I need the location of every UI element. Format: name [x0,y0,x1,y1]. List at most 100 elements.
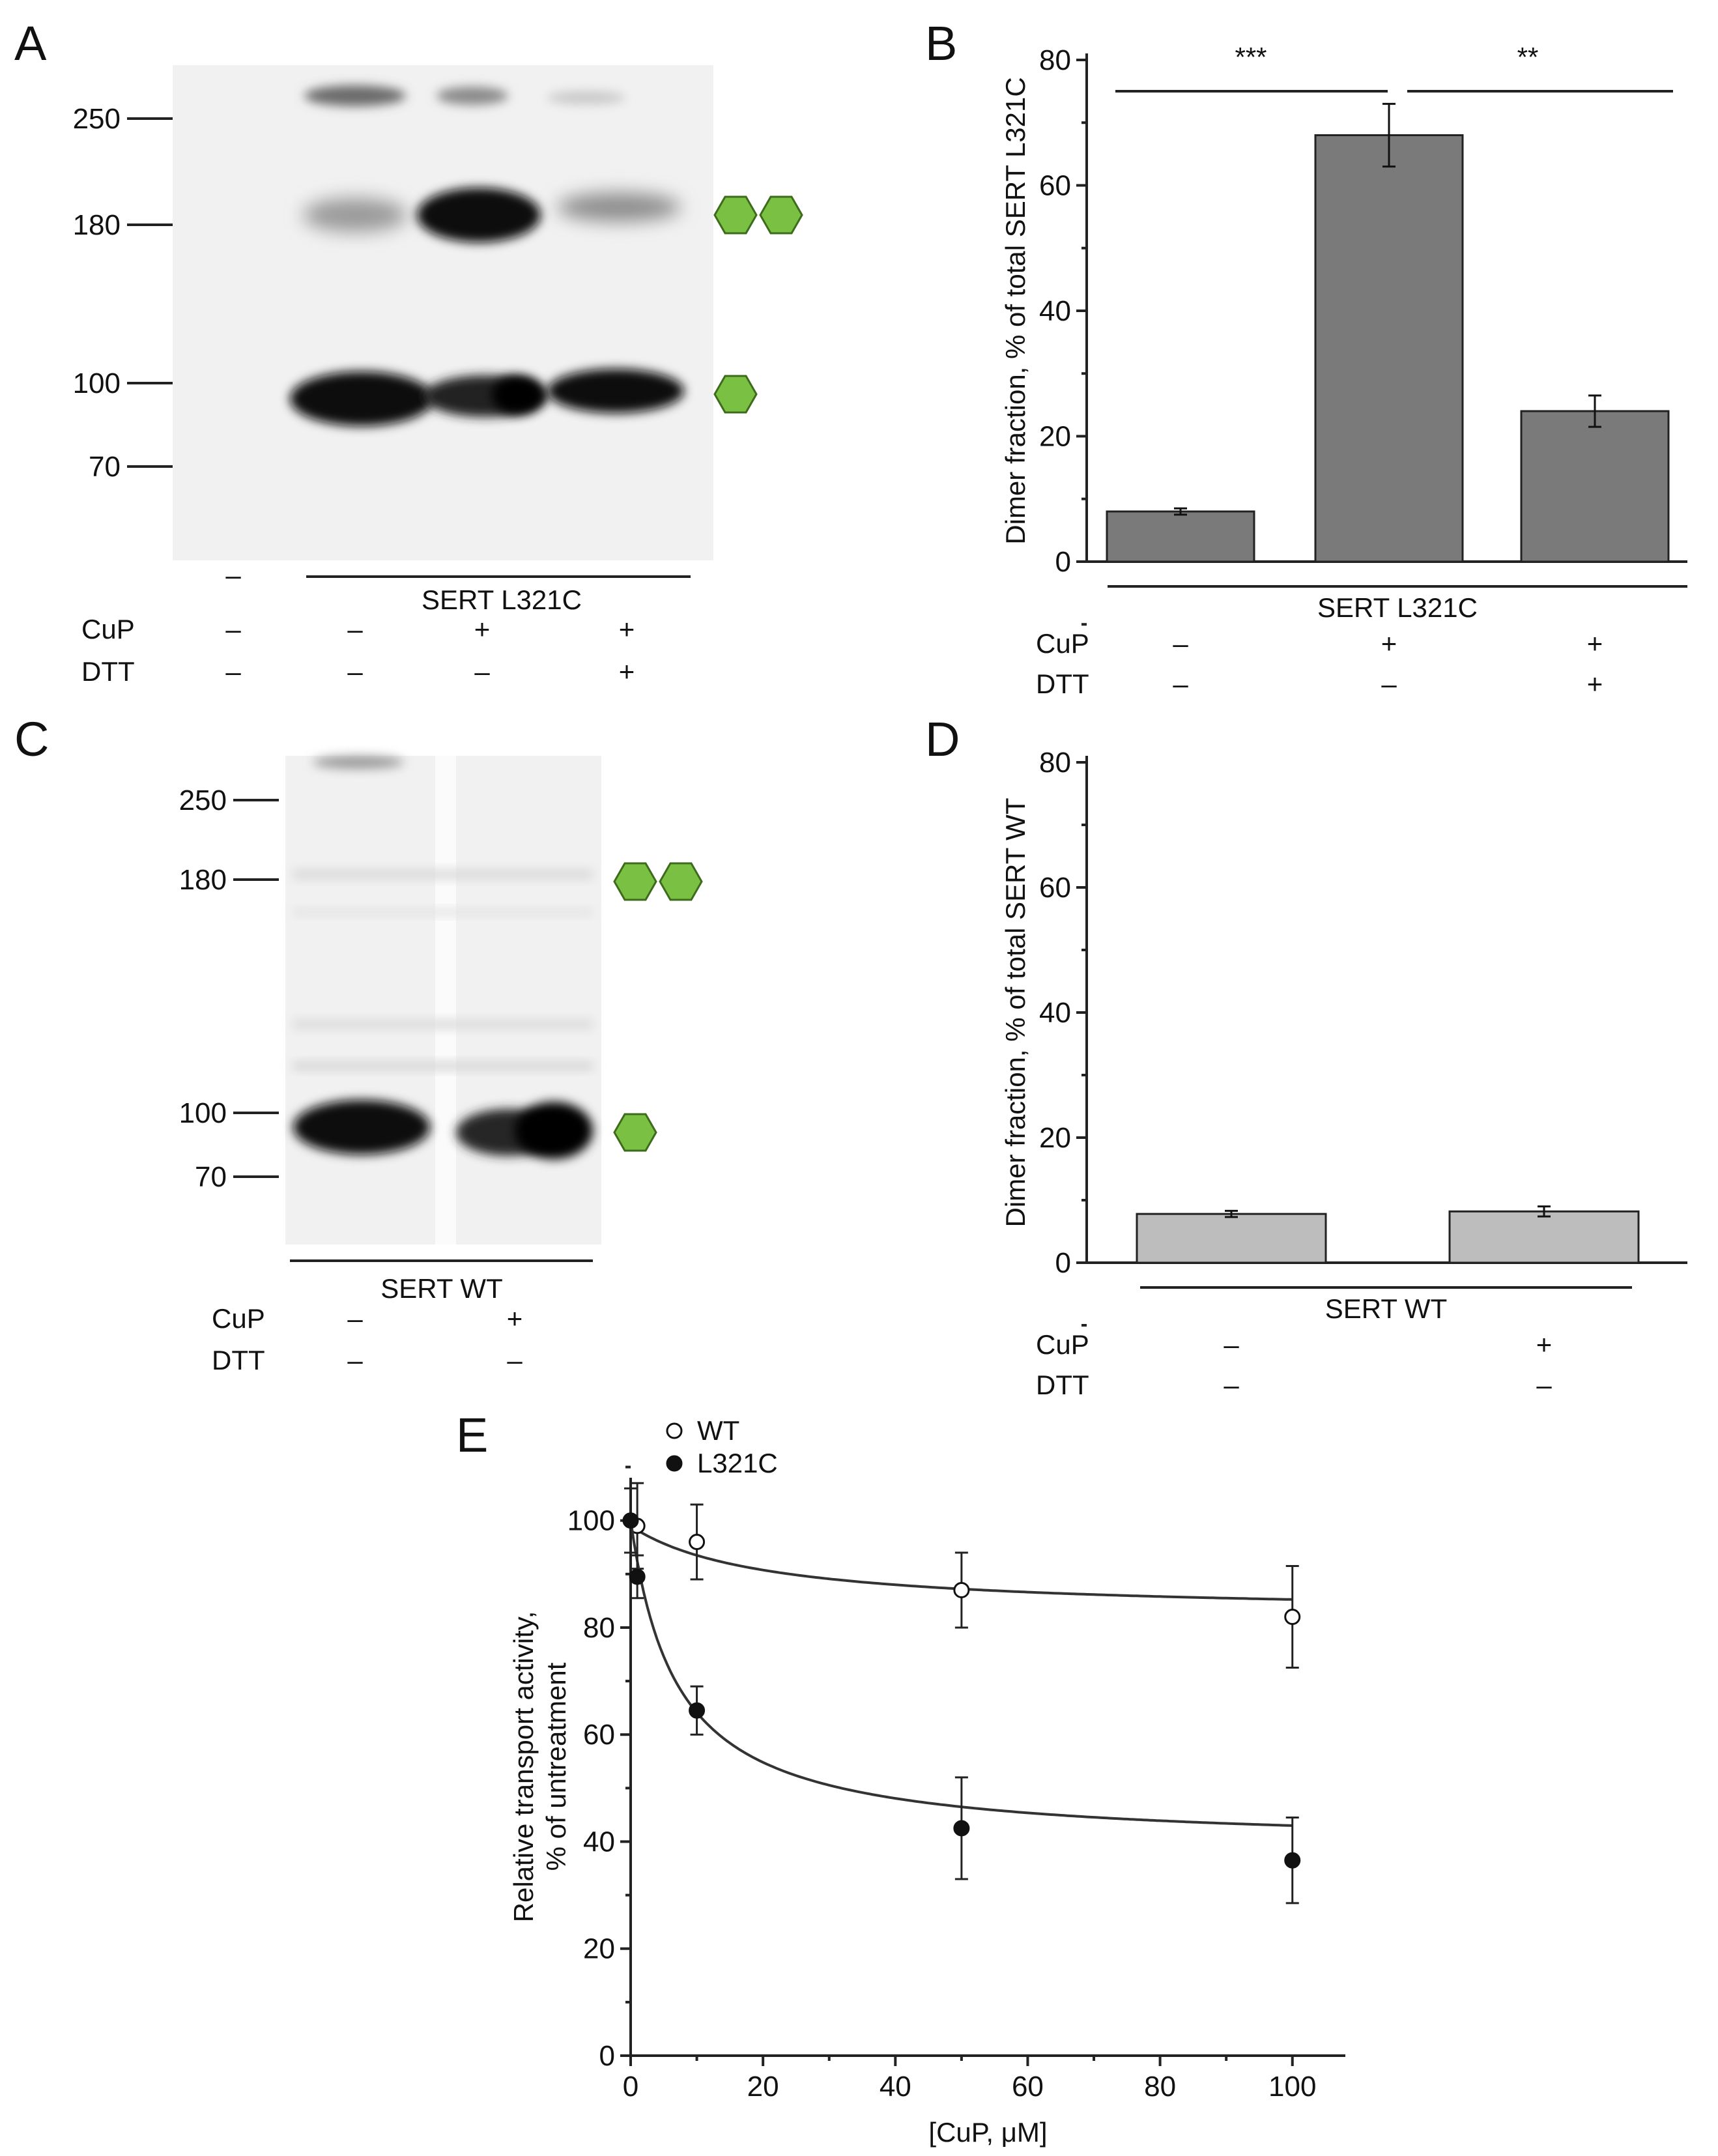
data-point-l321c [629,1568,646,1585]
sign-c: – [347,1345,363,1375]
blot-c-monomer-bands [293,1100,593,1159]
chart-e: 0 20 40 60 80 100 0 20 40 60 80 100 [CuP, μM] Relativ… [508,1415,1345,2148]
legend-label: WT [697,1415,739,1446]
y-tick-label: 60 [583,1719,615,1751]
y-tick-label: 0 [1055,546,1071,578]
row-label: DTT [1036,1370,1089,1400]
row-label-dtt-a: DTT [81,656,135,687]
monomer-hexagon-icon [613,1113,657,1152]
sign-a: – [347,614,363,644]
x-tick-label: 40 [880,2071,911,2103]
row-label-cup-c: CuP [212,1303,265,1334]
sign-a: – [225,656,241,687]
panel-c-letter: C [14,712,49,766]
data-point-l321c [622,1512,639,1529]
row-label: CuP [1036,1329,1089,1360]
x-tick-label: 60 [1012,2071,1044,2103]
panel-c: C 250 180 100 70 [14,712,703,1375]
sign: + [1587,668,1603,699]
y-axis-label: Relative transport activity, [508,1611,539,1923]
blot-membrane-a [173,65,713,560]
panel-b: B 0 20 40 60 80 Dimer fraction, % of total SE… [925,16,1687,699]
bar [1520,410,1670,563]
blot-a-monomer-bands [290,369,684,426]
sign: – [1224,1370,1239,1400]
significance-label: ** [1517,42,1539,72]
sign: – [1173,668,1188,699]
sign-a: – [474,656,490,687]
x-tick-label: 0 [623,2071,638,2103]
dimer-hexagon-icon [713,195,803,235]
sign-c: – [347,1303,363,1334]
sign-c: + [507,1303,523,1334]
sign: + [1587,628,1603,659]
y-tick-label: 60 [1039,170,1071,202]
x-tick-label: 100 [1268,2071,1316,2103]
legend-marker-l321c [666,1455,683,1472]
chart-b: 0 20 40 60 80 Dimer fraction, % of total SERT… [1000,44,1687,699]
mw-markers-c: 250 180 100 70 [179,784,279,1193]
x-tick-label: 80 [1144,2071,1176,2103]
legend-label: L321C [697,1448,778,1478]
y-tick-label: 60 [1039,872,1071,904]
panel-d-letter: D [925,712,960,766]
y-tick-label: 40 [1039,295,1071,327]
y-axis-label: Dimer fraction, % of total SERT L321C [1000,77,1031,544]
mw-label: 100 [179,1097,227,1129]
panel-a-letter: A [14,16,47,70]
mw-label: 100 [73,367,121,399]
row-label: DTT [1036,668,1089,699]
sign-a: – [225,614,241,644]
mw-label: 250 [73,103,121,135]
y-tick-label: 0 [1055,1247,1071,1279]
legend-marker-wt [666,1422,683,1439]
group-label: SERT L321C [1317,592,1478,623]
y-tick-label: 20 [1039,421,1071,453]
group-label-a: SERT L321C [422,584,582,615]
data-point-l321c [1284,1852,1301,1869]
lane-label-untransfected: – [225,560,241,590]
sign-a: + [619,614,635,644]
panel-a: A 250 180 100 70 [14,16,803,687]
sign-a: + [619,656,635,687]
y-tick-label: 20 [583,1933,615,1965]
y-axis-label: Dimer fraction, % of total SERT WT [1000,798,1031,1228]
bar [1106,510,1255,563]
mw-label: 250 [179,784,227,816]
chart-d: 0 20 40 60 80 Dimer fraction, % of total SERT… [1000,747,1687,1400]
row-label-cup-a: CuP [81,614,135,644]
data-point-wt [689,1534,706,1551]
y-tick-label: 80 [1039,747,1071,779]
y-tick-label: 40 [583,1826,615,1858]
x-axis-label: [CuP, μM] [928,2117,1047,2148]
y-axis-label: % of untreatment [541,1662,571,1871]
y-tick-label: 80 [583,1612,615,1644]
mw-markers-a: 250 180 100 70 [73,103,173,483]
y-tick-label: 20 [1039,1122,1071,1154]
row-label-dtt-c: DTT [212,1345,265,1375]
panel-d: D 0 20 40 60 80 Dimer fraction, % of total SE… [925,712,1687,1400]
data-point-wt [953,1581,970,1598]
mw-label: 180 [73,209,121,241]
monomer-hexagon-icon [713,375,758,414]
sign-c: – [507,1345,523,1375]
sign: – [1224,1329,1239,1360]
data-point-l321c [953,1820,970,1837]
bar [1448,1210,1640,1264]
y-tick-label: 80 [1039,44,1071,76]
group-label-c: SERT WT [380,1273,502,1304]
mw-label: 70 [89,451,121,483]
significance-label: *** [1235,42,1267,72]
y-tick-label: 0 [599,2040,615,2072]
panel-b-letter: B [925,16,957,70]
group-label: SERT WT [1325,1293,1447,1324]
y-tick-label: 40 [1039,997,1071,1029]
bar [1136,1213,1327,1264]
blot-a-dimer-bands [303,188,681,242]
panel-e: E 0 20 40 60 80 100 0 20 40 60 80 100 [CuP, μM] Relat… [456,1408,1345,2148]
sign: – [1536,1370,1552,1400]
sign: – [1381,668,1397,699]
sign: – [1173,628,1188,659]
y-tick-label: 100 [567,1505,615,1537]
